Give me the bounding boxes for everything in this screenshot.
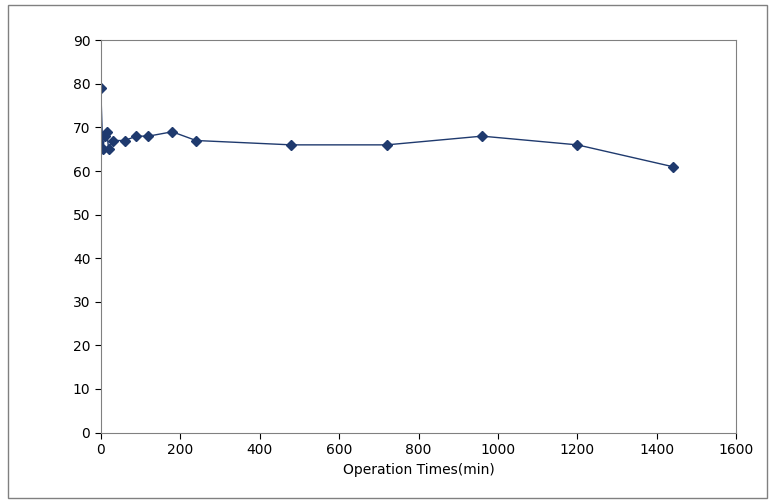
X-axis label: Operation Times(min): Operation Times(min) bbox=[343, 463, 494, 476]
